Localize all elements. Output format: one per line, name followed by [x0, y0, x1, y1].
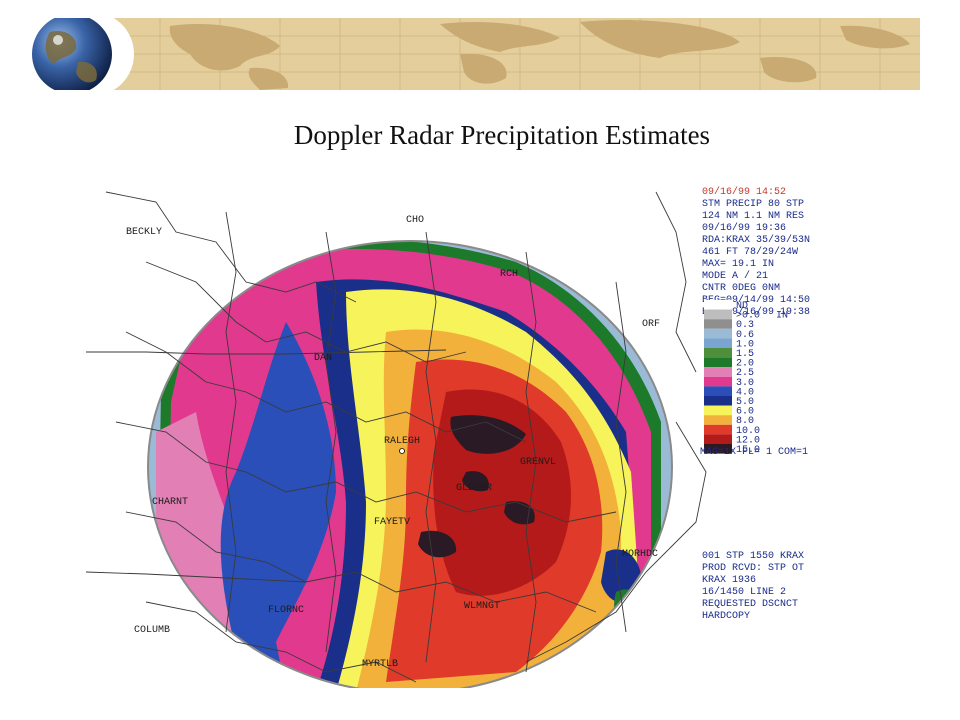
product-line: 001 STP 1550 KRAX	[702, 551, 804, 562]
legend-label: 0.6	[736, 330, 754, 341]
legend-swatch	[704, 338, 732, 348]
header-line: 124 NM 1.1 NM RES	[702, 211, 804, 222]
header-line: 461 FT 78/29/24W	[702, 246, 798, 258]
legend-label: 3.0	[736, 378, 754, 389]
legend-swatch	[704, 434, 732, 444]
legend-swatch	[704, 386, 732, 396]
precip-legend: ND>0.00.30.61.01.52.02.53.04.05.06.08.01…	[704, 300, 788, 456]
city-label: CHARNT	[152, 497, 188, 508]
legend-label: 15.0	[736, 445, 760, 456]
legend-label: 4.0	[736, 387, 754, 398]
legend-swatch	[704, 444, 732, 454]
city-label: BECKLY	[126, 227, 162, 238]
city-label: RCH	[500, 269, 518, 280]
header-line: 09/16/99 14:52	[702, 186, 786, 198]
city-label: GLDSBR	[456, 483, 492, 494]
legend-label: 6.0	[736, 407, 754, 418]
legend-swatch	[704, 367, 732, 377]
header-line: MAX= 19.1 IN	[702, 259, 774, 270]
legend-label: 12.0	[736, 435, 760, 446]
product-line: REQUESTED DSCNCT	[702, 599, 798, 610]
county-boundaries	[86, 191, 707, 683]
header-banner	[32, 18, 920, 90]
legend-label: 10.0	[736, 426, 760, 437]
city-label: FAYETV	[374, 517, 410, 528]
banner-world-map	[169, 20, 910, 90]
product-line: HARDCOPY	[702, 611, 750, 622]
slide-title: Doppler Radar Precipitation Estimates	[293, 120, 711, 150]
legend-swatch	[704, 376, 732, 387]
city-label: GRENVL	[520, 457, 556, 468]
footer-line: MAG=1X FL= 1 COM=1	[700, 447, 808, 458]
legend-label: 2.0	[736, 359, 754, 370]
globe-icon	[32, 18, 112, 90]
legend-swatch	[704, 328, 732, 339]
product-line: KRAX 1936	[702, 575, 756, 586]
city-label: RALEGH	[384, 436, 420, 447]
legend-label: >0.0	[736, 311, 760, 322]
legend-swatch	[704, 309, 732, 320]
legend-label: 5.0	[736, 397, 754, 408]
legend-swatch	[704, 300, 732, 310]
radar-precipitation-image: BECKLY CHO RCH ORF DAN RALEGH GRENVL GLD…	[86, 172, 874, 688]
city-label: DAN	[314, 353, 332, 364]
product-panel: MAG=1X FL= 1 COM=1 001 STP 1550 KRAX PRO…	[700, 447, 808, 622]
city-label: ORF	[642, 319, 660, 330]
city-label: MORHDC	[622, 549, 658, 560]
legend-swatch	[704, 357, 732, 368]
legend-swatch	[704, 415, 732, 425]
legend-swatch	[704, 424, 732, 435]
radar-coverage-disk	[148, 241, 672, 688]
city-label: MYRTLB	[362, 659, 398, 670]
header-line: MODE A / 21	[702, 270, 768, 282]
header-line: STM PRECIP 80 STP	[702, 199, 804, 210]
product-line: PROD RCVD: STP OT	[702, 563, 804, 574]
header-line: CNTR 0DEG 0NM	[702, 283, 780, 294]
city-label: COLUMB	[134, 625, 170, 636]
city-label: FLORNC	[268, 605, 304, 616]
legend-label: ND	[736, 301, 748, 312]
legend-swatch	[704, 319, 732, 329]
legend-label: 2.5	[736, 368, 754, 379]
legend-swatch	[704, 396, 732, 406]
legend-label: 0.3	[736, 320, 754, 331]
legend-label: 1.0	[736, 339, 754, 350]
legend-unit: IN	[776, 311, 788, 322]
legend-label: 1.5	[736, 349, 754, 360]
city-labels: BECKLY CHO RCH ORF DAN RALEGH GRENVL GLD…	[126, 215, 660, 670]
radar-site-marker	[399, 448, 405, 454]
city-label: WLMNGT	[464, 601, 500, 612]
legend-label: 8.0	[736, 416, 754, 427]
legend-swatch	[704, 405, 732, 416]
legend-swatch	[704, 348, 732, 358]
product-line: 16/1450 LINE 2	[702, 586, 786, 598]
header-line: RDA:KRAX 35/39/53N	[702, 234, 810, 246]
info-panel: 09/16/99 14:52 STM PRECIP 80 STP 124 NM …	[702, 186, 810, 318]
header-line: 09/16/99 19:36	[702, 222, 786, 234]
city-label: CHO	[406, 215, 424, 226]
